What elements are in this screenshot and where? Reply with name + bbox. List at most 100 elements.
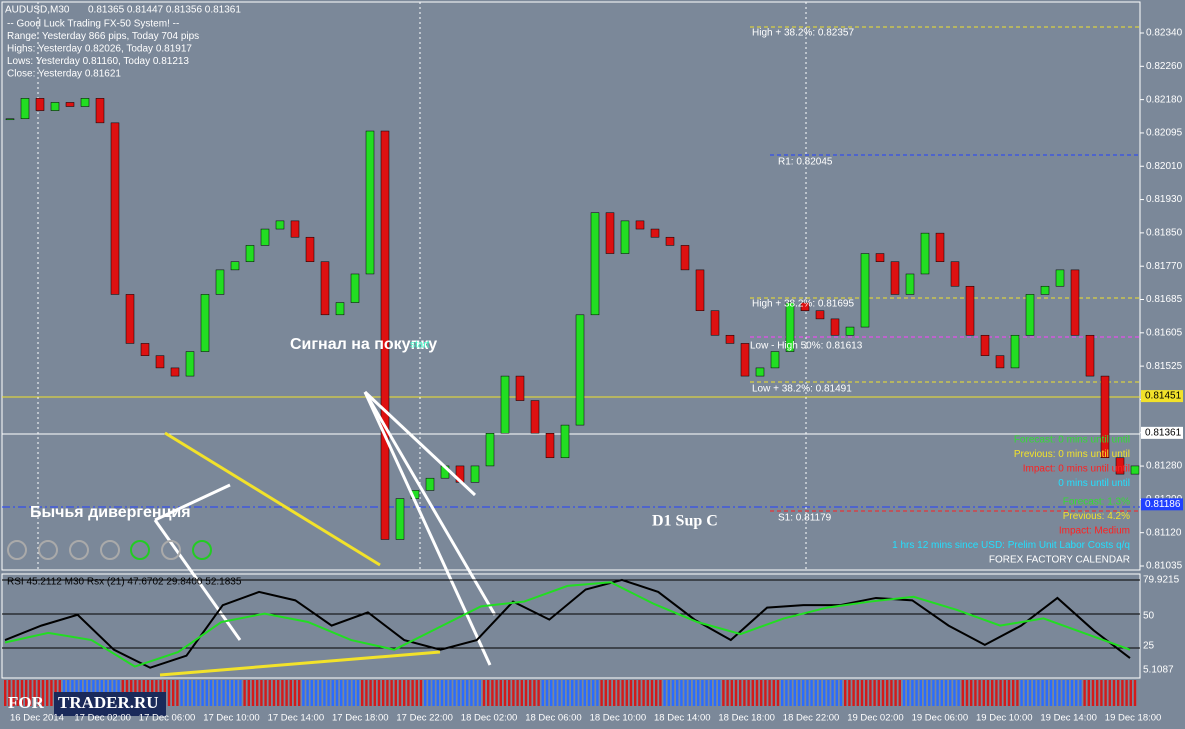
strip-bar [201,680,204,706]
strip-bar [205,680,208,706]
info-line: Range: Yesterday 866 pips, Today 704 pip… [7,31,199,42]
watermark: TRADER.RU [58,693,159,712]
price-tick-label: 0.82180 [1146,94,1183,105]
strip-bar [751,680,754,706]
strip-bar [1096,680,1099,706]
strip-bar [634,680,637,706]
strip-bar [949,680,952,706]
strip-bar [995,680,998,706]
strip-bar [659,680,662,706]
strip-bar [818,680,822,706]
strip-bar [222,680,225,706]
strip-bar [986,680,990,706]
strip-bar [663,680,666,706]
strip-bar [344,680,347,706]
price-tick-label: 0.81035 [1146,561,1183,572]
price-marker-label: 0.81451 [1145,391,1182,402]
strip-bar [218,680,221,706]
candle [485,433,495,467]
strip-bar [655,680,658,706]
candle [470,465,480,483]
strip-bar [407,680,410,706]
watermark-box [54,692,166,716]
strip-bar [251,680,255,706]
strip-bar [478,680,481,706]
time-label: 19 Dec 06:00 [912,713,969,724]
candle [635,220,645,230]
candle [50,102,60,111]
strip-bar [944,680,948,706]
strip-bar [415,680,418,706]
candle [245,245,255,262]
rsi-header: RSI 45.2112 M30 Rsx (21) 47.6702 29.8400… [7,577,242,588]
strip-bar [529,680,532,706]
candle [1025,294,1035,336]
strip-bar [974,680,977,706]
strip-bar [390,680,393,706]
strip-bar [991,680,994,706]
candle [170,367,180,377]
candle [230,261,240,271]
candle [665,236,675,246]
strip-bar [352,680,355,706]
strip-bar [1012,680,1015,706]
candle [1070,269,1080,336]
candle [845,326,855,336]
strip-bar [172,680,175,706]
strip-bar [545,680,549,706]
strip-bar [697,680,700,706]
time-label: 16 Dec 2014 [10,713,64,724]
candle [1040,285,1050,295]
strip-bar [25,680,28,706]
strip-bar [970,680,973,706]
strip-bar [793,680,796,706]
candle [215,269,225,295]
strip-bar [856,680,859,706]
strip-bar [440,680,444,706]
strip-bar [961,680,964,706]
time-label: 17 Dec 14:00 [268,713,325,724]
strip-bar [558,680,561,706]
rsi-level-label: 79.9215 [1143,575,1180,586]
time-label: 17 Dec 22:00 [396,713,453,724]
candle [680,245,690,271]
strip-bar [1079,680,1082,706]
strip-bar [293,680,297,706]
strip-bar [230,680,234,706]
strip-bar [587,680,591,706]
strip-bar [226,680,229,706]
strip-bar [1033,680,1036,706]
strip-bar [428,680,431,706]
strip-bar [1016,680,1019,706]
price-tick-label: 0.81525 [1146,361,1183,372]
price-marker-label: 0.81186 [1145,499,1181,510]
strip-bar [1117,680,1120,706]
strip-bar [730,680,733,706]
watermark: FOR [8,693,45,712]
calendar-line: 0 mins until until [1058,478,1130,489]
strip-bar [457,680,460,706]
symbol-title: AUDUSD,M30 [5,5,70,16]
price-tick-label: 0.81770 [1146,261,1183,272]
circle [7,540,27,560]
strip-bar [743,680,746,706]
trend-line [159,650,441,677]
time-label: 17 Dec 18:00 [332,713,389,724]
strip-bar [436,680,439,706]
strip-bar [1133,680,1137,706]
strip-bar [718,680,721,706]
strip-bar [646,680,649,706]
strip-bar [247,680,250,706]
candle [995,355,1005,369]
strip-bar [831,680,834,706]
price-tick-label: 0.82010 [1146,161,1183,172]
strip-bar [537,680,540,706]
strip-bar [1070,680,1074,706]
candle [1010,334,1020,369]
candle [320,261,330,316]
candle [920,232,930,275]
strip-bar [12,680,15,706]
time-label: 18 Dec 02:00 [461,713,518,724]
strip-bar [827,680,830,706]
price-tick-label: 0.81850 [1146,228,1183,239]
